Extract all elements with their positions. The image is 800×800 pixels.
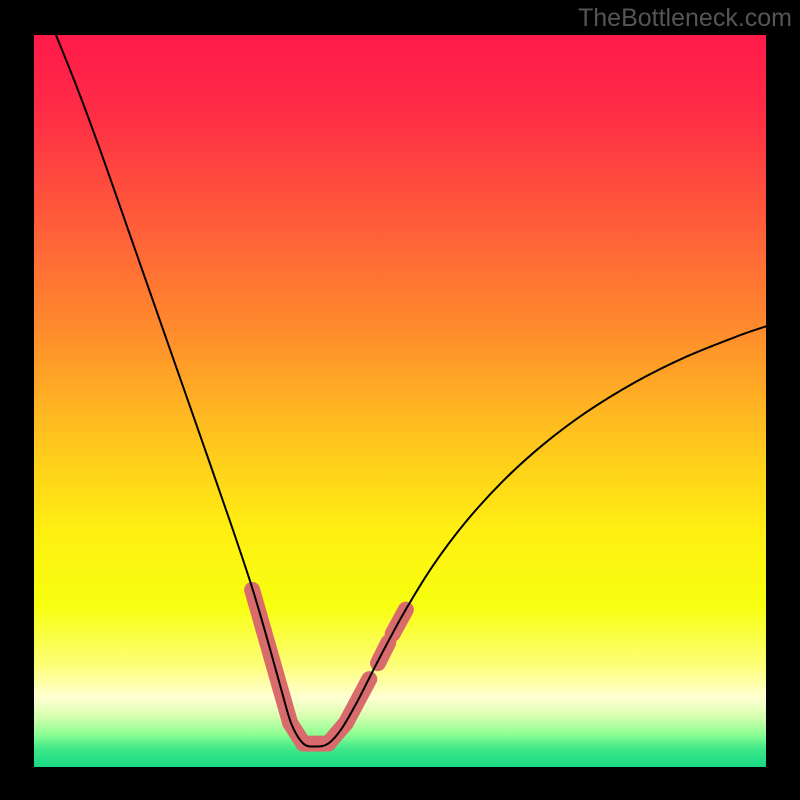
watermark-text: TheBottleneck.com [578, 4, 792, 33]
plot-gradient-background [34, 35, 766, 767]
plot-svg [34, 35, 766, 767]
